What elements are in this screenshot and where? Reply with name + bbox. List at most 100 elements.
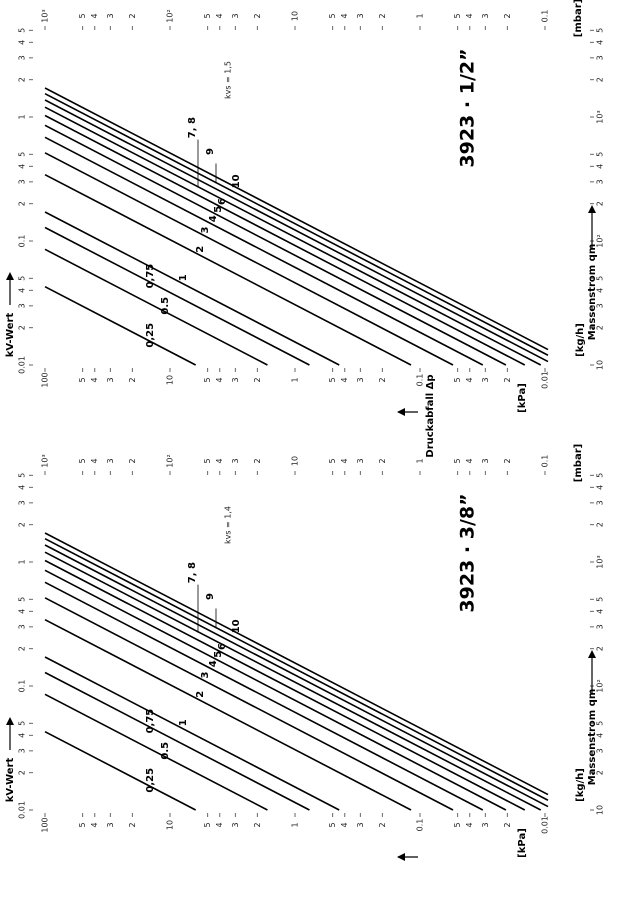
arrow-head	[588, 650, 596, 658]
kv-line	[44, 597, 454, 811]
mbar-tick-label: 10³	[41, 9, 50, 22]
mbar-tick-label: 5	[453, 458, 462, 463]
mbar-tick-label: 3	[356, 13, 365, 18]
kvs-note: kvs = 1,4	[224, 506, 233, 544]
kv-line-label: 0,75	[145, 709, 156, 734]
mbar-tick-label: 2	[378, 458, 387, 463]
kv-line	[44, 618, 412, 811]
arrow-head	[6, 717, 14, 725]
kv-line-label: 0,25	[145, 323, 156, 348]
mass-tick-label: 4	[596, 733, 605, 738]
mbar-unit: [mbar]	[573, 0, 584, 37]
kv-line	[44, 173, 412, 366]
dp-tick-label: 5	[78, 822, 87, 827]
dp-tick-label: 10	[166, 375, 175, 385]
mbar-unit: [mbar]	[573, 444, 584, 482]
kv-line	[44, 114, 526, 366]
kv-line	[44, 544, 549, 808]
dp-tick-label: 5	[203, 822, 212, 827]
dp-tick-label: 4	[465, 377, 474, 382]
mbar-tick-label: 3	[106, 458, 115, 463]
kv-tick-label: 3	[18, 55, 27, 60]
kv-line-label: 3	[200, 672, 211, 679]
dp-tick-label: 5	[328, 822, 337, 827]
dp-tick-label: 2	[378, 377, 387, 382]
dp-unit: [kPa]	[517, 828, 528, 858]
kv-line	[44, 152, 454, 366]
dp-tick-label: 3	[481, 822, 490, 827]
kv-axis-title: kV-Wert	[5, 313, 16, 358]
kv-tick-label: 5	[18, 276, 27, 281]
kv-tick-label: 3	[18, 748, 27, 753]
mass-tick-label: 10³	[596, 555, 605, 568]
kv-line-label: 6	[217, 198, 228, 205]
arrow-head	[397, 408, 405, 416]
kv-line	[44, 285, 197, 366]
mass-tick-label: 2	[596, 522, 605, 527]
kv-line-label: 4	[208, 660, 219, 667]
mass-tick-label: 2	[596, 646, 605, 651]
kvs-note: kvs = 1,5	[224, 61, 233, 99]
mass-tick-label: 10	[596, 805, 605, 815]
dp-unit: [kPa]	[517, 383, 528, 413]
mass-tick-label: 3	[596, 303, 605, 308]
mbar-tick-label: 2	[253, 13, 262, 18]
dp-tick-label: 4	[215, 822, 224, 827]
mbar-tick-label: 2	[128, 13, 137, 18]
mbar-tick-label: 2	[503, 13, 512, 18]
chart-title: 3923 · 1/2”	[457, 48, 479, 167]
mass-tick-label: 3	[596, 500, 605, 505]
kv-line	[44, 656, 340, 811]
kv-line	[44, 730, 197, 811]
mbar-tick-label: 3	[481, 458, 490, 463]
mbar-tick-label: 0.1	[541, 10, 550, 23]
mbar-tick-label: 1	[416, 13, 425, 18]
dp-tick-label: 2	[503, 822, 512, 827]
dp-tick-label: 5	[78, 377, 87, 382]
kv-line	[44, 559, 526, 811]
kv-tick-label: 0.1	[18, 680, 27, 693]
mbar-tick-label: 4	[215, 13, 224, 18]
arrow-head	[6, 272, 14, 280]
dp-tick-label: 4	[90, 377, 99, 382]
kv-tick-label: 2	[18, 646, 27, 651]
mbar-tick-label: 4	[465, 13, 474, 18]
mbar-tick-label: 10²	[166, 454, 175, 467]
dp-tick-label: 0.01	[541, 816, 550, 834]
dp-tick-label: 4	[340, 377, 349, 382]
kv-line-label: 0.5	[160, 742, 171, 760]
kv-line-label: 9	[205, 148, 216, 155]
dp-tick-label: 5	[203, 377, 212, 382]
mass-axis-title: Massenstrom qm	[587, 244, 598, 341]
dp-tick-label: 2	[128, 377, 137, 382]
dp-tick-label: 3	[106, 822, 115, 827]
mbar-tick-label: 4	[340, 13, 349, 18]
kv-line-label: 0.5	[160, 297, 171, 315]
kv-tick-label: 2	[18, 201, 27, 206]
kv-tick-label: 4	[18, 288, 27, 293]
dp-tick-label: 2	[503, 377, 512, 382]
kv-tick-label: 3	[18, 500, 27, 505]
kv-line	[44, 211, 340, 366]
mbar-tick-label: 10	[291, 11, 300, 21]
kv-line-label: 9	[205, 593, 216, 600]
kv-line	[44, 136, 484, 366]
kv-tick-label: 3	[18, 179, 27, 184]
kv-line	[44, 124, 507, 366]
mbar-tick-label: 5	[78, 13, 87, 18]
kv-tick-label: 5	[18, 721, 27, 726]
dp-tick-label: 3	[356, 377, 365, 382]
mass-tick-label: 10	[596, 360, 605, 370]
kv-line-label: 5	[213, 651, 224, 658]
dp-tick-label: 3	[231, 377, 240, 382]
kv-tick-label: 3	[18, 303, 27, 308]
kv-line	[44, 693, 268, 811]
kv-tick-label: 2	[18, 522, 27, 527]
kv-line	[44, 92, 549, 356]
kv-line-label: 1	[178, 274, 189, 281]
mass-tick-label: 4	[596, 609, 605, 614]
mass-unit: [kg/h]	[575, 768, 586, 802]
chart-title: 3923 · 3/8”	[457, 493, 479, 612]
kv-tick-label: 3	[18, 624, 27, 629]
mbar-tick-label: 3	[231, 458, 240, 463]
